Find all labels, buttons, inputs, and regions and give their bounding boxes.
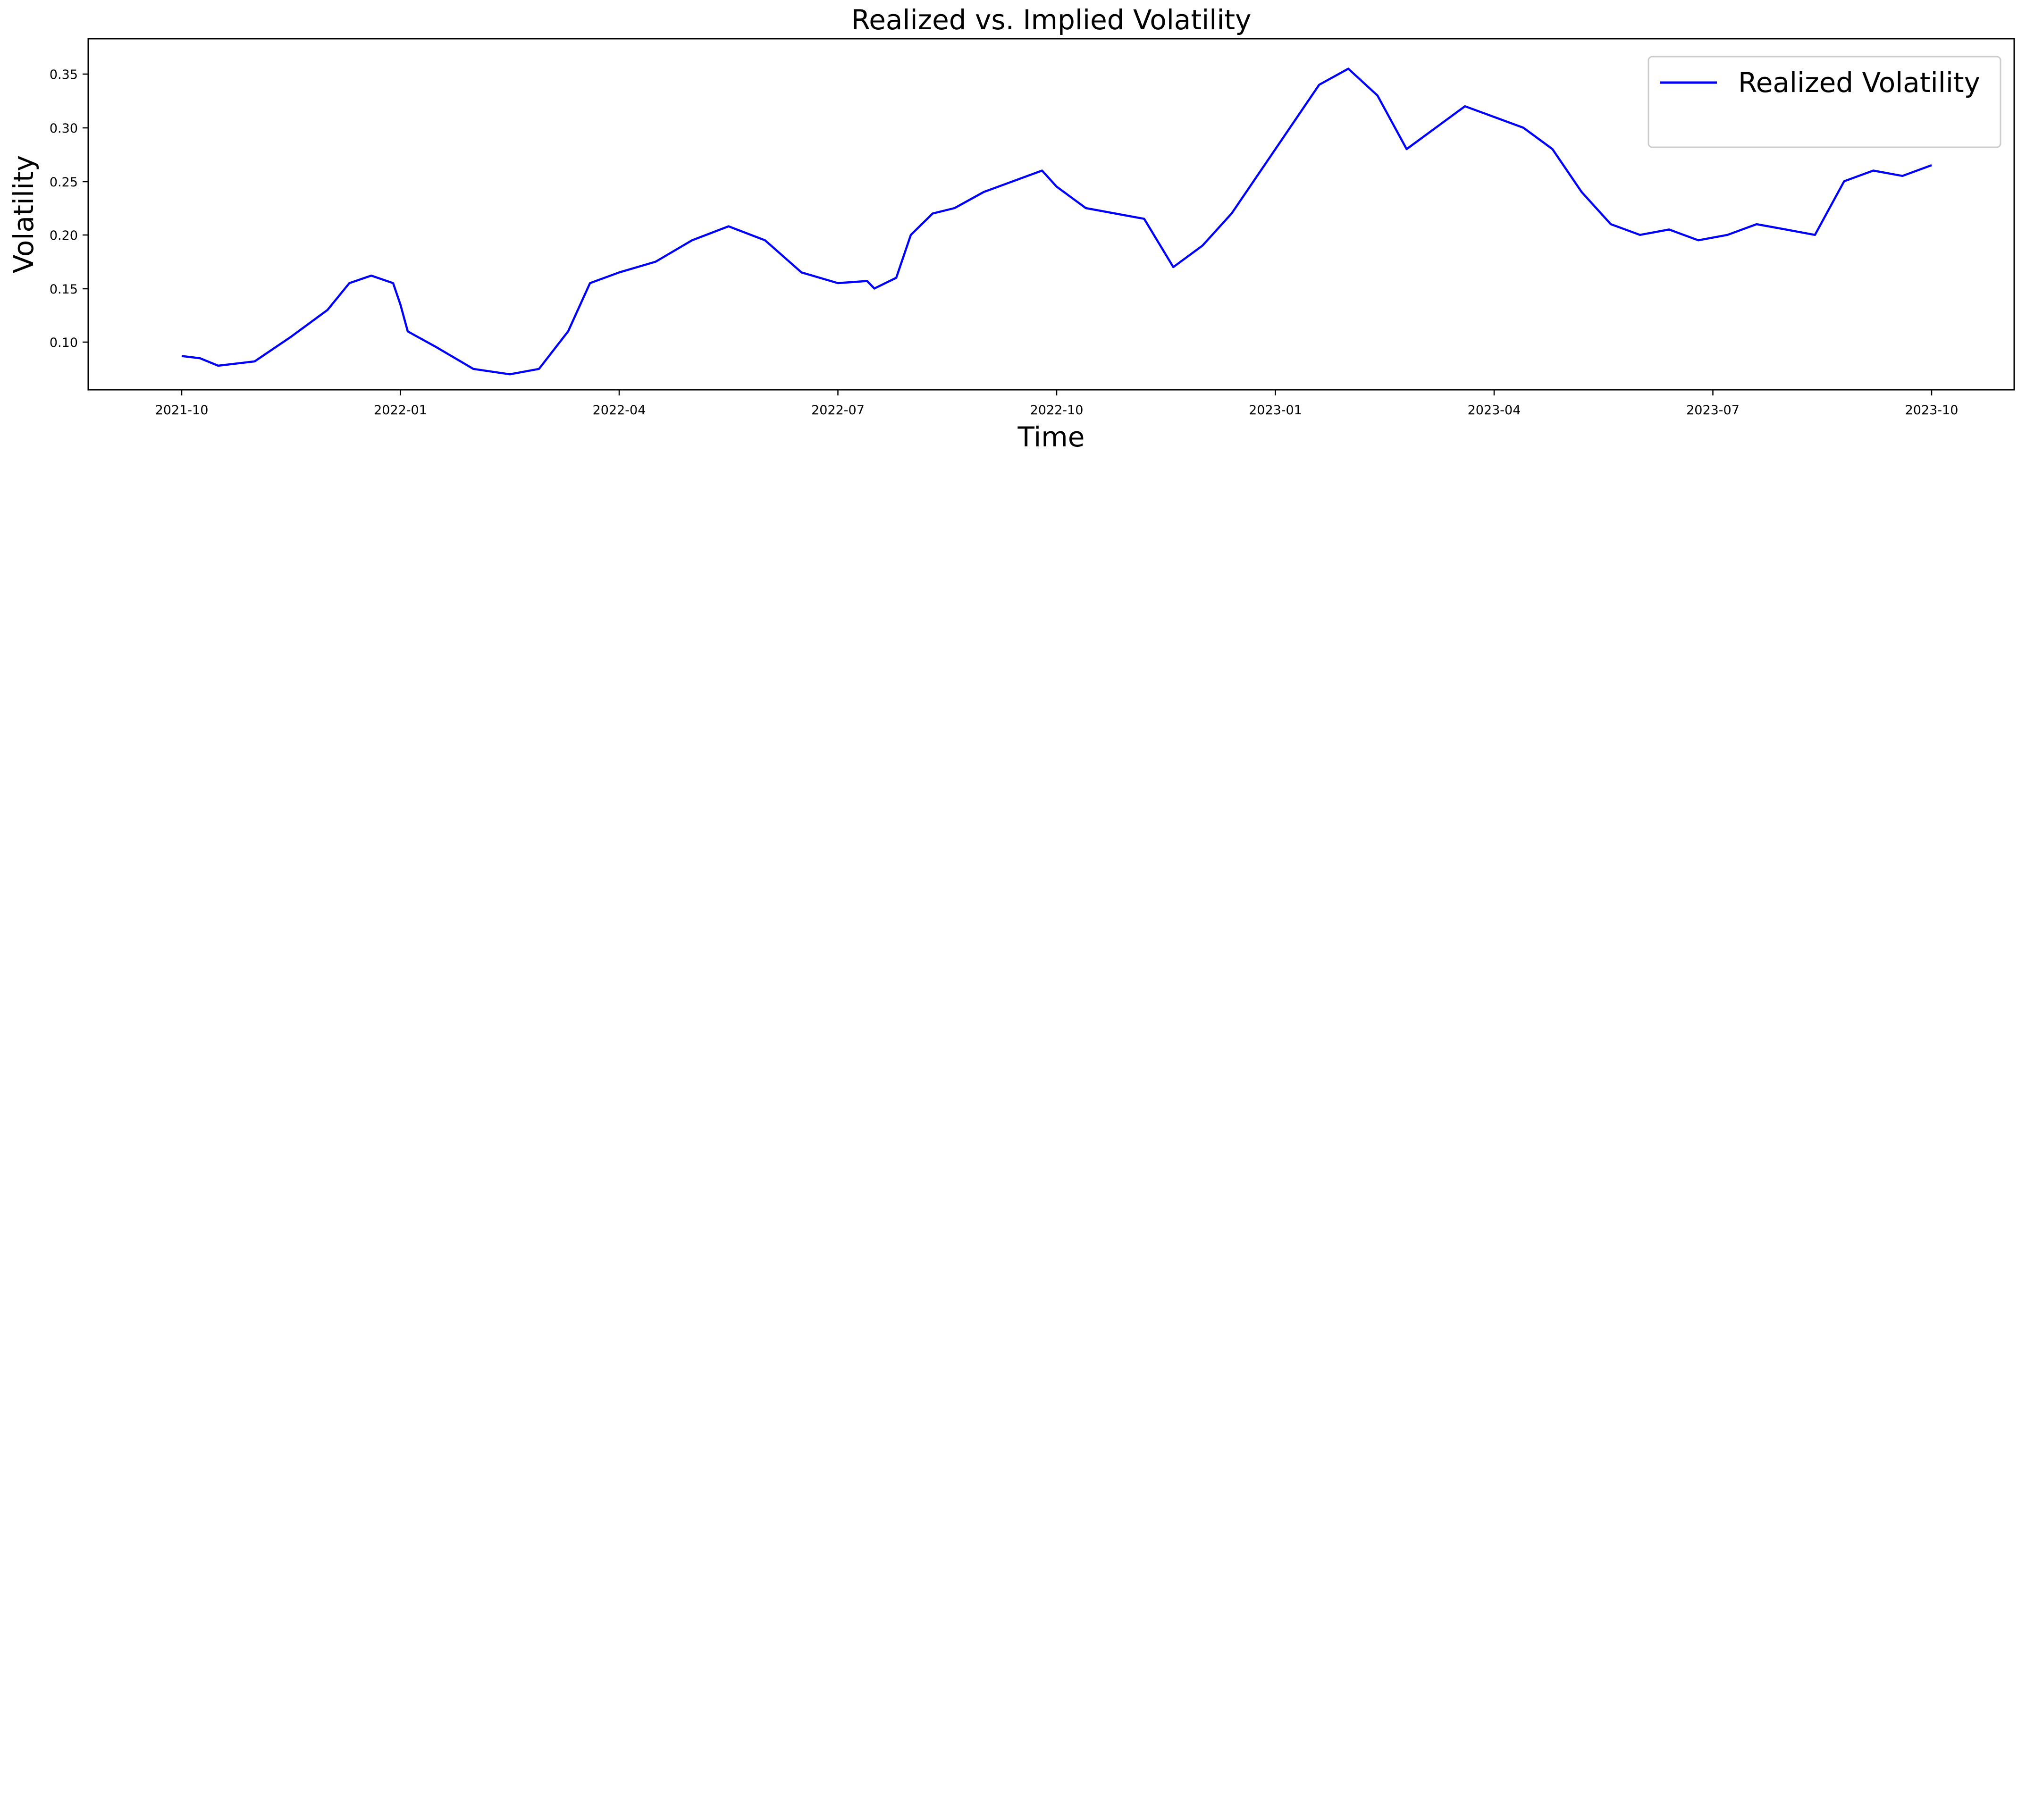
legend-box bbox=[1648, 56, 2001, 148]
x-tick-label: 2022-07 bbox=[811, 403, 865, 418]
chart-title: Realized vs. Implied Volatility bbox=[851, 4, 1252, 36]
x-tick-label: 2023-04 bbox=[1468, 403, 1521, 418]
chart-panel-1: Realized vs. Implied Volatility 2021-10 20… bbox=[8, 4, 2015, 453]
y-tick-label: 0.35 bbox=[50, 67, 78, 82]
y-tick-label: 0.20 bbox=[50, 228, 78, 243]
legend-label: Realized Volatility bbox=[1738, 67, 1980, 99]
series-line-realized-volatility bbox=[181, 67, 1932, 376]
x-tick-label: 2022-10 bbox=[1030, 403, 1084, 418]
x-axis-label: Time bbox=[1017, 421, 1085, 453]
y-tick-label: 0.15 bbox=[50, 282, 78, 297]
x-tick-label: 2022-04 bbox=[593, 403, 646, 418]
x-tick-label: 2023-10 bbox=[1905, 403, 1959, 418]
y-tick-label: 0.25 bbox=[50, 175, 78, 190]
x-tick-label: 2023-01 bbox=[1249, 403, 1302, 418]
x-tick-label: 2022-01 bbox=[374, 403, 427, 418]
x-tick-label: 2023-07 bbox=[1686, 403, 1740, 418]
x-tick-label: 2021-10 bbox=[155, 403, 209, 418]
y-tick-label: 0.10 bbox=[50, 335, 78, 350]
y-tick-label: 0.30 bbox=[50, 121, 78, 136]
y-axis-label: Volatility bbox=[8, 155, 40, 273]
plot-frame bbox=[87, 38, 2015, 391]
